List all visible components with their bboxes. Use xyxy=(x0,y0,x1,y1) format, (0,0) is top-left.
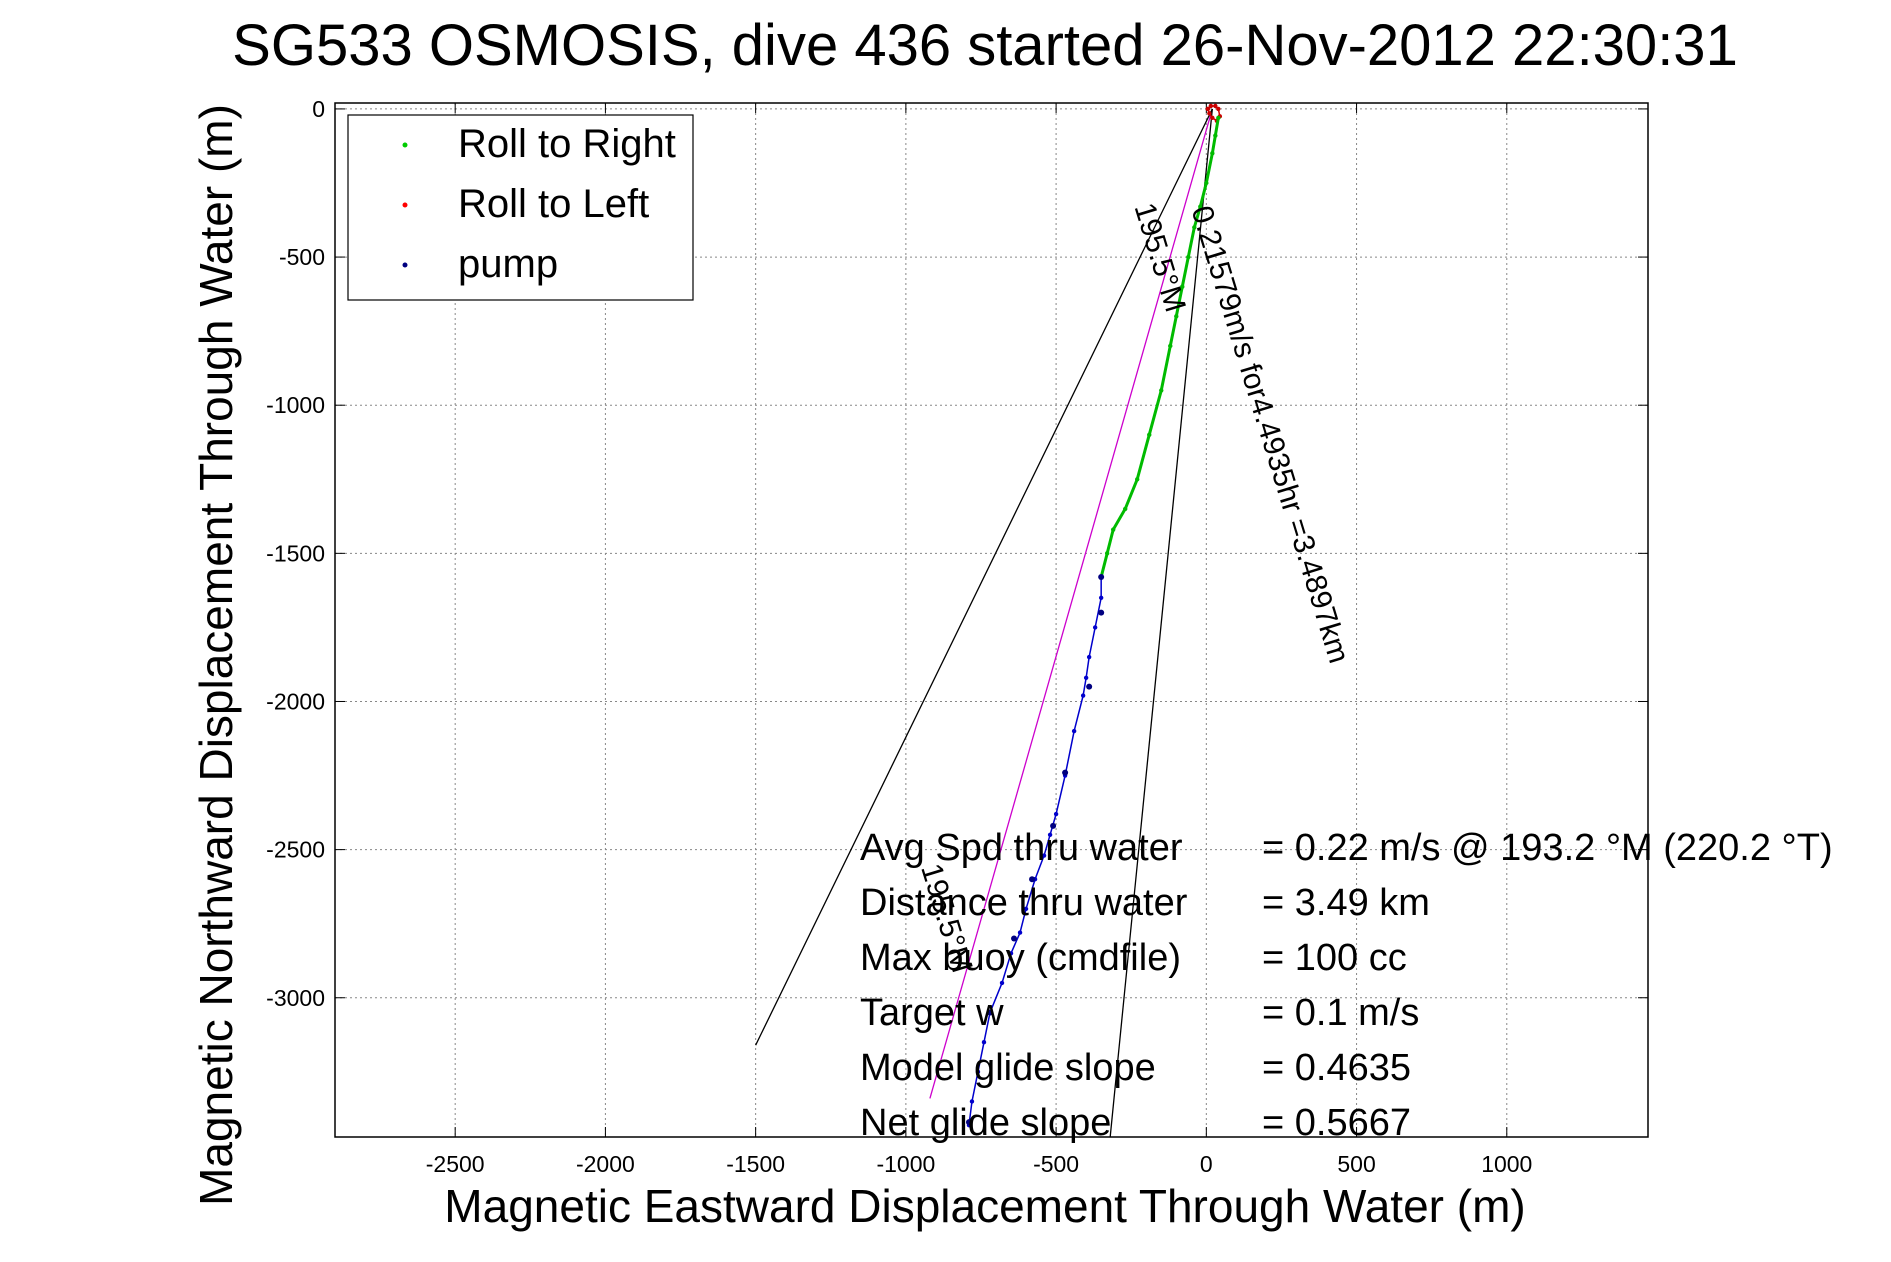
data-point xyxy=(1192,225,1197,230)
bearing-line-magenta xyxy=(929,108,1213,1099)
data-point xyxy=(1168,343,1173,349)
data-point xyxy=(975,1069,981,1075)
x-axis-label: Magnetic Eastward Displacement Through W… xyxy=(444,1180,1525,1232)
cone-line-right xyxy=(1109,108,1213,1138)
pump-point xyxy=(965,1119,972,1126)
plot-frame xyxy=(334,102,1649,1138)
stat-label: Net glide slope xyxy=(860,1102,1111,1144)
data-point xyxy=(1210,115,1215,121)
x-tick-label: -1500 xyxy=(726,1151,785,1177)
stat-label: Avg Spd thru water xyxy=(860,827,1183,869)
x-tick-label: -2000 xyxy=(576,1151,635,1177)
y-tick-label: -2000 xyxy=(266,688,325,714)
data-point xyxy=(1053,811,1059,817)
pump-point xyxy=(986,1009,993,1016)
stat-value: = 0.5667 xyxy=(1262,1102,1411,1144)
data-point xyxy=(1205,106,1211,112)
data-point xyxy=(1216,115,1221,121)
x-tick-label: 0 xyxy=(1200,1151,1213,1177)
chart-title: SG533 OSMOSIS, dive 436 started 26-Nov-2… xyxy=(232,13,1738,78)
x-tick-label: -1000 xyxy=(876,1151,935,1177)
pump-point xyxy=(1062,769,1069,776)
stat-value: = 3.49 km xyxy=(1262,882,1430,924)
data-point xyxy=(1123,506,1128,512)
stat-label: Distance thru water xyxy=(860,882,1188,924)
data-point xyxy=(1092,625,1098,630)
y-tick-label: -500 xyxy=(279,244,325,270)
data-point xyxy=(1071,728,1077,734)
tick-labels: -2500 -2000 -1500 -1000 -500 0 500 1000 0 -500 -10… xyxy=(266,96,1532,1177)
data-point xyxy=(1008,951,1014,956)
data-point xyxy=(999,980,1005,986)
pump-point xyxy=(1098,574,1105,581)
y-tick-label: -2500 xyxy=(266,837,325,863)
pump-point xyxy=(1050,822,1057,829)
data-point xyxy=(1017,930,1023,935)
legend-label: Roll to Left xyxy=(458,182,649,226)
legend-marker xyxy=(402,262,408,268)
stat-value: = 0.1 m/s xyxy=(1262,992,1419,1034)
data-point xyxy=(1213,103,1218,109)
stat-label: Max buoy (cmdfile) xyxy=(860,937,1181,979)
pump-point xyxy=(1011,935,1018,942)
data-point xyxy=(1159,388,1164,393)
data-point xyxy=(1110,527,1116,532)
data-point xyxy=(1208,103,1214,109)
data-point xyxy=(1147,432,1152,438)
legend-marker xyxy=(402,202,408,208)
grid xyxy=(335,103,1648,1137)
data-point xyxy=(1186,254,1191,260)
data-point xyxy=(1041,853,1047,858)
data-point xyxy=(1086,654,1092,660)
data-point xyxy=(1174,314,1179,319)
data-point xyxy=(1023,906,1029,912)
y-tick-label: -1500 xyxy=(266,540,325,566)
reference-lines xyxy=(755,108,1213,1138)
x-tick-label: -500 xyxy=(1033,1151,1079,1177)
legend-label: pump xyxy=(458,242,558,286)
data-point xyxy=(1213,133,1218,138)
axis-ticks xyxy=(335,103,1648,1137)
stat-label: Model glide slope xyxy=(860,1047,1156,1089)
legend-marker xyxy=(402,142,408,148)
stat-value: = 0.22 m/s @ 193.2 °M (220.2 °T) xyxy=(1262,827,1833,869)
data-point xyxy=(1204,180,1209,186)
pump-point xyxy=(1086,683,1093,690)
legend: Roll to Right Roll to Left pump xyxy=(347,114,694,301)
data-point xyxy=(1198,204,1203,209)
y-tick-label: 0 xyxy=(312,96,325,122)
stat-value: = 0.4635 xyxy=(1262,1047,1411,1089)
x-tick-label: -2500 xyxy=(426,1151,485,1177)
data-point xyxy=(1047,832,1053,837)
y-axis-label: Magnetic Northward Displacement Through … xyxy=(190,104,242,1206)
data-point xyxy=(1207,111,1212,116)
legend-box xyxy=(347,114,694,301)
data-point xyxy=(969,1099,975,1104)
y-tick-label: -3000 xyxy=(266,985,325,1011)
pump-point xyxy=(1029,876,1036,883)
legend-label: Roll to Right xyxy=(458,122,676,166)
data-point xyxy=(1210,151,1215,156)
data-point xyxy=(1083,675,1089,680)
pump-points xyxy=(965,574,1105,1126)
data-point xyxy=(1104,551,1110,556)
stat-value: = 100 cc xyxy=(1262,937,1407,979)
data-point xyxy=(1098,595,1104,600)
stats-block: Avg Spd thru water = 0.22 m/s @ 193.2 °M … xyxy=(860,827,1833,1144)
pump-point xyxy=(1098,609,1105,616)
data-point xyxy=(1080,693,1086,698)
y-tick-label: -1000 xyxy=(266,392,325,418)
cone-line-left xyxy=(755,108,1213,1046)
stat-label: Target w xyxy=(860,992,1004,1034)
x-tick-label: 500 xyxy=(1337,1151,1375,1177)
data-point xyxy=(1180,284,1185,289)
data-point xyxy=(981,1039,987,1045)
data-point xyxy=(1216,106,1221,112)
x-tick-label: 1000 xyxy=(1481,1151,1532,1177)
series-layer xyxy=(966,103,1223,1128)
data-point xyxy=(1135,477,1140,482)
